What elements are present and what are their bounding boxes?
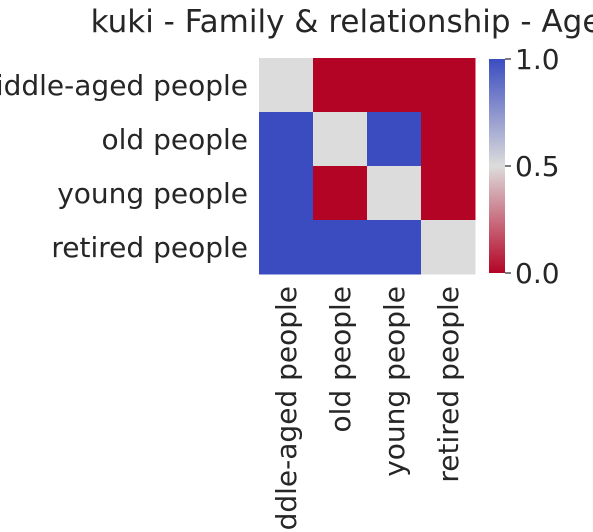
column-tick-labels: middle-aged people old people young people… bbox=[270, 286, 465, 532]
heatmap-cell-r2-c3 bbox=[421, 166, 476, 221]
heatmap-cell-r0-c0 bbox=[259, 58, 314, 113]
heatmap-cell-r0-c2 bbox=[367, 58, 422, 113]
column-label-retired-people: retired people bbox=[432, 286, 465, 483]
colorbar bbox=[489, 59, 505, 273]
column-label-old-people: old people bbox=[324, 286, 357, 433]
heatmap-cell-r2-c2 bbox=[367, 166, 422, 221]
row-label-old-people: old people bbox=[102, 123, 249, 156]
column-label-middle-aged-people: middle-aged people bbox=[270, 286, 303, 532]
colorbar-tick-label: 0.5 bbox=[515, 150, 560, 183]
heatmap-cell-r2-c0 bbox=[259, 166, 314, 221]
colorbar-tick-label: 0.0 bbox=[515, 257, 560, 290]
heatmap-cell-r1-c0 bbox=[259, 112, 314, 167]
colorbar-tick-label: 1.0 bbox=[515, 43, 560, 76]
chart-title: kuki - Family & relationship - Age bbox=[91, 4, 593, 40]
row-tick-labels: middle-aged people old people young people… bbox=[0, 69, 248, 264]
heatmap-cell-r3-c2 bbox=[367, 220, 422, 275]
heatmap-cell-r1-c1 bbox=[313, 112, 368, 167]
column-label-young-people: young people bbox=[378, 286, 411, 477]
heatmap-cells bbox=[259, 58, 476, 275]
heatmap-cell-r0-c3 bbox=[421, 58, 476, 113]
row-label-middle-aged-people: middle-aged people bbox=[0, 69, 248, 102]
heatmap-cell-r0-c1 bbox=[313, 58, 368, 113]
row-label-retired-people: retired people bbox=[51, 231, 248, 264]
heatmap-cell-r3-c0 bbox=[259, 220, 314, 275]
heatmap-cell-r2-c1 bbox=[313, 166, 368, 221]
row-label-young-people: young people bbox=[57, 177, 248, 210]
colorbar-ticks: 0.0 0.5 1.0 bbox=[505, 43, 560, 290]
heatmap-cell-r3-c3 bbox=[421, 220, 476, 275]
heatmap-cell-r1-c3 bbox=[421, 112, 476, 167]
heatmap-cell-r1-c2 bbox=[367, 112, 422, 167]
heatmap-cell-r3-c1 bbox=[313, 220, 368, 275]
